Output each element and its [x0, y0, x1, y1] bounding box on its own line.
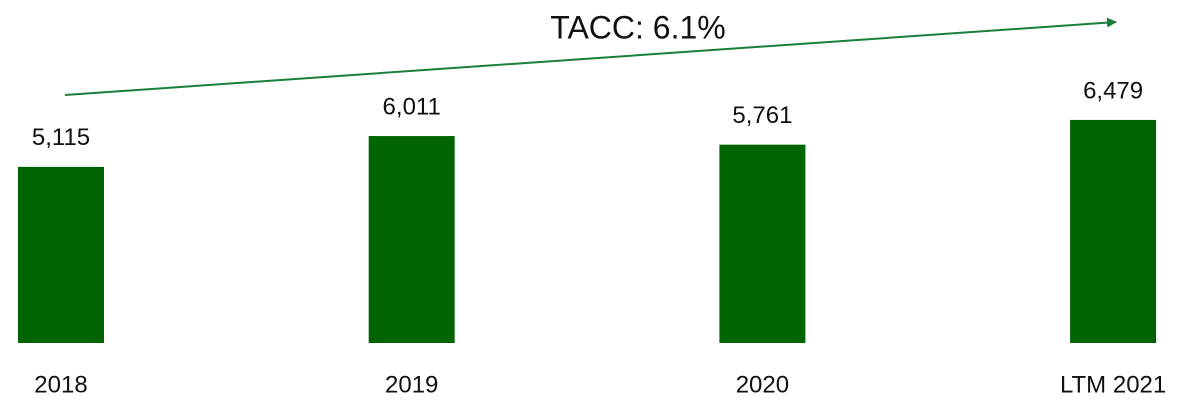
x-tick-label: LTM 2021 — [1060, 371, 1166, 398]
bar — [719, 144, 806, 343]
value-label: 5,115 — [32, 124, 90, 151]
x-tick-label: 2018 — [34, 371, 87, 398]
value-label: 6,011 — [383, 93, 441, 120]
bar — [368, 136, 455, 343]
trend-arrow — [64, 17, 1117, 96]
x-tick-label: 2020 — [736, 371, 789, 398]
bar — [1070, 119, 1157, 343]
x-tick-label: 2019 — [385, 371, 438, 398]
bar — [18, 166, 104, 343]
value-label: 6,479 — [1083, 77, 1143, 104]
annotation: TACC: 6.1% — [550, 9, 725, 45]
value-label: 5,761 — [732, 102, 792, 129]
